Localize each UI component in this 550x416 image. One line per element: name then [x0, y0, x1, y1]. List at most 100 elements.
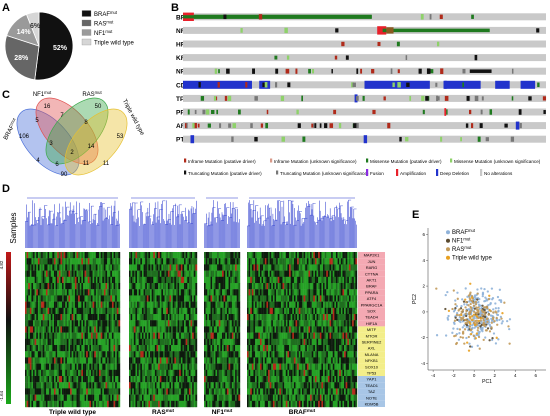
- heatmap-cell: [172, 301, 175, 308]
- heatmap-cell: [217, 295, 219, 302]
- heatmap-cell: [156, 326, 159, 333]
- heatmap-cell: [148, 314, 151, 321]
- heatmap-cell: [238, 283, 241, 290]
- gene-track: [183, 54, 546, 62]
- heatmap-cell: [141, 301, 144, 308]
- heatmap-cell: [303, 252, 306, 259]
- heatmap-cell: [148, 258, 151, 265]
- heatmap-cell: [161, 394, 164, 401]
- heatmap-cell: [151, 363, 154, 370]
- heatmap-cell: [50, 394, 53, 401]
- heatmap-cell: [36, 320, 39, 327]
- heatmap-cell: [91, 301, 93, 308]
- heatmap-cell: [271, 369, 274, 377]
- heatmap-cell: [100, 357, 103, 364]
- mutation-mark: [399, 136, 402, 142]
- heatmap-cell: [74, 326, 77, 333]
- heatmap-cell: [25, 369, 27, 377]
- heatmap-cell: [163, 394, 165, 401]
- heatmap-cell: [292, 295, 295, 302]
- heatmap-cell: [45, 388, 48, 395]
- heatmap-cell: [115, 382, 117, 389]
- heatmap-cell: [238, 276, 241, 284]
- heatmap-cell: [73, 314, 76, 321]
- heatmap-cell: [175, 357, 178, 364]
- heatmap-cell: [53, 345, 56, 352]
- heatmap-cell: [263, 283, 265, 290]
- heatmap-cell: [58, 326, 61, 333]
- heatmap-cell: [236, 376, 239, 383]
- heatmap-cell: [146, 289, 149, 296]
- heatmap-cell: [29, 264, 32, 271]
- heatmap-cell: [44, 338, 47, 346]
- heatmap-cell: [213, 258, 216, 265]
- heatmap-cell: [302, 295, 304, 302]
- mutation-mark: [286, 55, 290, 60]
- heatmap-cell: [259, 338, 262, 346]
- heatmap-cell: [188, 357, 191, 364]
- heatmap-cell: [34, 345, 37, 352]
- heatmap-cell: [135, 252, 138, 259]
- legend-entry: No alterations: [484, 171, 513, 176]
- heatmap-cell: [163, 332, 165, 339]
- heatmap-cell: [140, 400, 143, 408]
- heatmap-cell: [247, 345, 249, 352]
- heatmap-cell: [231, 252, 234, 259]
- heatmap-cell: [238, 320, 241, 327]
- heatmap-cell: [159, 376, 162, 383]
- heatmap-cell: [107, 320, 109, 327]
- heatmap-cell: [279, 388, 282, 395]
- heatmap-cell: [182, 301, 185, 308]
- heatmap-cell: [163, 307, 165, 315]
- heatmap-cell: [193, 295, 196, 302]
- heatmap-cell: [150, 264, 152, 271]
- heatmap-cell: [62, 320, 64, 327]
- heatmap-cell: [164, 394, 167, 401]
- heatmap-cell: [73, 289, 76, 296]
- heatmap-cell: [261, 338, 264, 346]
- heatmap-cell: [193, 283, 196, 290]
- heatmap-cell: [76, 332, 79, 339]
- heatmap-cell: [133, 283, 136, 290]
- heatmap-cell: [91, 376, 93, 383]
- heatmap-cell: [297, 382, 299, 389]
- heatmap-cell: [269, 276, 272, 284]
- heatmap-cell: [42, 276, 45, 284]
- heatmap-cell: [138, 283, 141, 290]
- heatmap-cell: [108, 400, 111, 408]
- heatmap-cell: [107, 382, 109, 389]
- heatmap-cell: [182, 382, 185, 389]
- heatmap-cell: [36, 376, 39, 383]
- heatmap-cell: [158, 258, 160, 265]
- heatmap-cell: [156, 252, 159, 259]
- heatmap-cell: [318, 289, 320, 296]
- heatmap-cell: [89, 351, 92, 358]
- heatmap-cell: [290, 394, 293, 401]
- heatmap-cell: [287, 276, 290, 284]
- heatmap-cell: [36, 363, 39, 370]
- heatmap-cell: [25, 338, 27, 346]
- heatmap-cell: [63, 345, 66, 352]
- heatmap-cell: [89, 295, 92, 302]
- heatmap-cell: [295, 351, 298, 358]
- heatmap-cell: [140, 258, 143, 265]
- heatmap-cell: [256, 382, 259, 389]
- heatmap-cell: [287, 351, 290, 358]
- heatmap-cell: [175, 351, 178, 358]
- heatmap-cell: [217, 320, 219, 327]
- heatmap-cell: [222, 351, 224, 358]
- heatmap-cell: [302, 314, 304, 321]
- heatmap-cell: [47, 326, 50, 333]
- heatmap-cell: [25, 357, 27, 364]
- heatmap-cell: [231, 307, 234, 315]
- heatmap-cell: [233, 283, 236, 290]
- heatmap-cell: [86, 270, 88, 277]
- heatmap-cell: [164, 320, 167, 327]
- mutation-mark: [275, 68, 279, 74]
- heatmap-cell: [34, 382, 37, 389]
- heatmap-cell: [289, 264, 291, 271]
- heatmap-cell: [86, 307, 88, 315]
- heatmap-cell: [222, 357, 224, 364]
- heatmap-cell: [151, 345, 154, 352]
- heatmap-cell: [50, 376, 53, 383]
